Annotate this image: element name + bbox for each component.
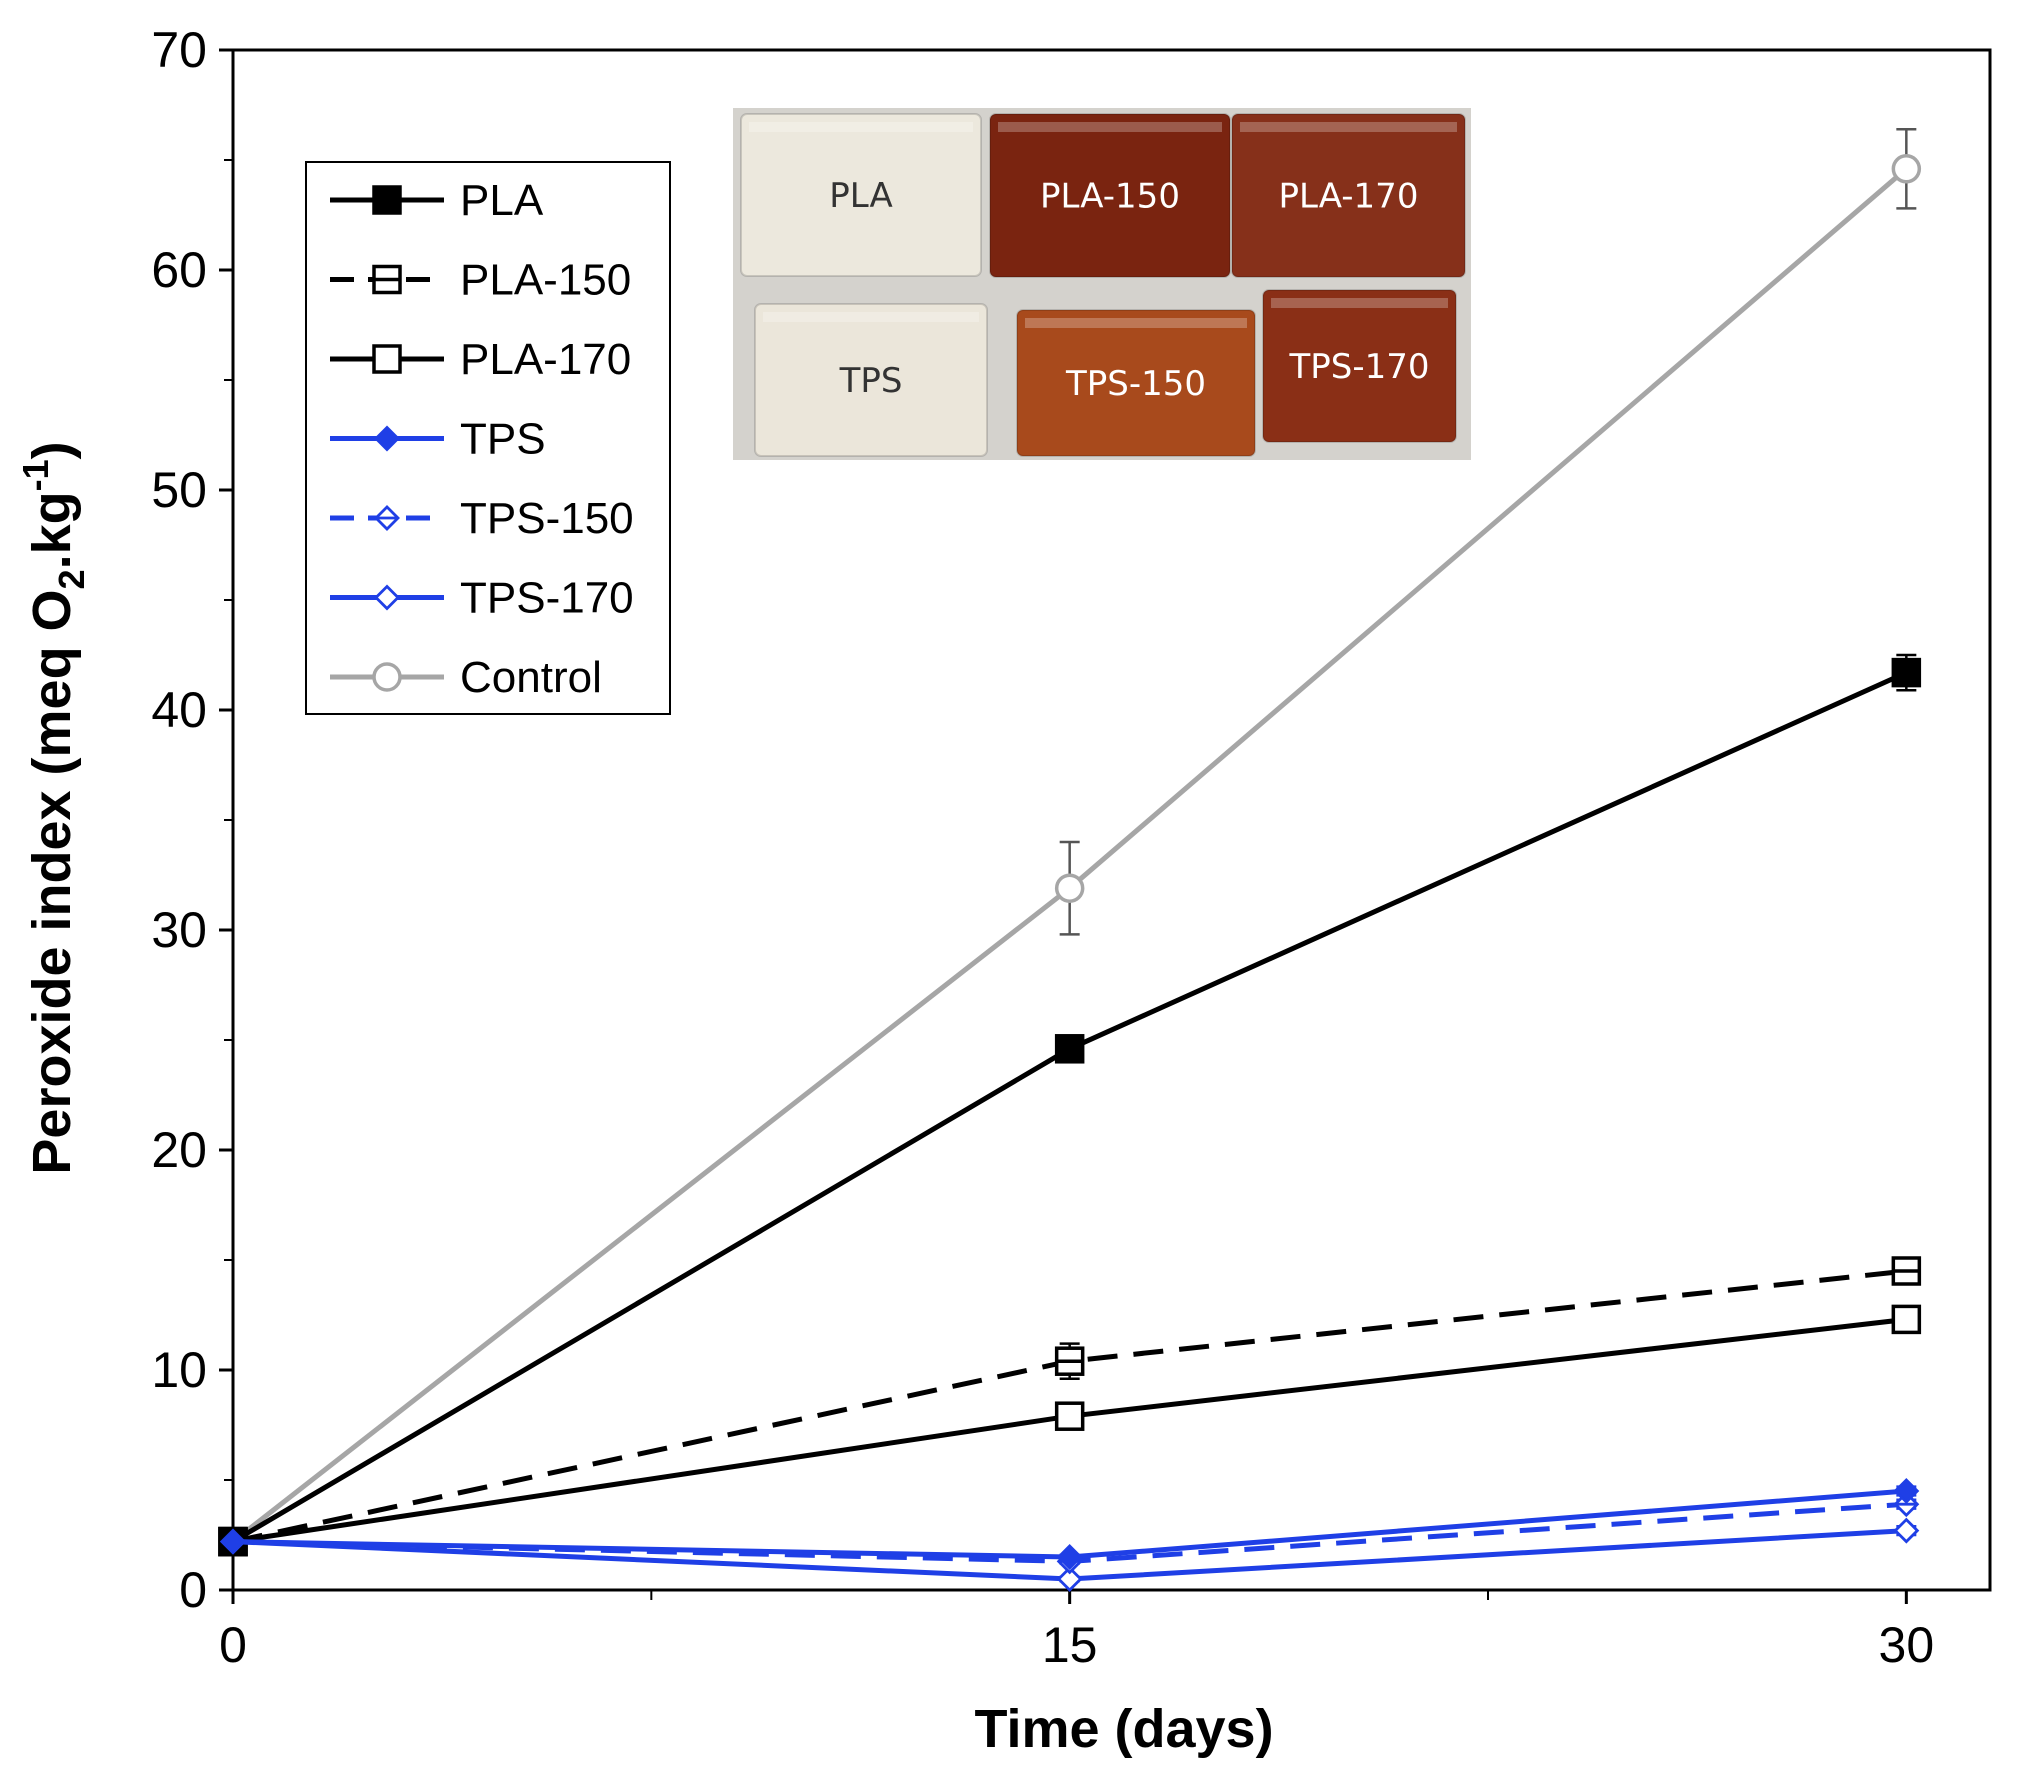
legend-marker — [374, 425, 400, 452]
data-point-tps — [1893, 1478, 1920, 1504]
photo-label: TPS-170 — [1288, 347, 1429, 387]
legend-entry-tps-150: TPS-150 — [330, 494, 634, 543]
y-tick-label: 20 — [151, 1122, 207, 1178]
legend-label: PLA-170 — [460, 335, 631, 384]
data-point-pla-170 — [1054, 1401, 1085, 1431]
photo-label: PLA — [829, 176, 892, 216]
legend-label: TPS-170 — [460, 574, 634, 623]
x-tick-label: 15 — [1042, 1617, 1098, 1673]
data-point-tps — [1056, 1544, 1083, 1570]
data-point-tps — [220, 1528, 246, 1555]
legend-marker — [372, 662, 402, 692]
data-point-control — [1054, 873, 1085, 903]
photo-label: PLA-170 — [1279, 177, 1419, 217]
data-point-control — [1891, 154, 1922, 184]
data-point-pla — [1054, 1034, 1085, 1064]
legend: PLA PLA-150 PLA-170 TPS TPS-150 TPS-170 Contro… — [305, 161, 671, 715]
data-point-tps-170 — [1056, 1566, 1083, 1592]
legend-label: Control — [460, 653, 602, 702]
legend-entry-tps: TPS — [330, 415, 546, 464]
pouch-seal — [1240, 122, 1457, 132]
legend-marker — [372, 185, 402, 215]
y-tick-label: 70 — [151, 22, 207, 78]
y-tick-label: 0 — [179, 1562, 207, 1618]
legend-entry-pla: PLA — [330, 176, 544, 225]
sample-pouch — [989, 113, 1231, 278]
legend-marker — [374, 584, 400, 611]
y-axis-title-main: Peroxide index (meq O — [22, 589, 82, 1174]
y-axis-title-end: ) — [22, 441, 82, 459]
legend-label: PLA — [460, 176, 544, 225]
y-axis-title-sup: -1 — [15, 459, 56, 491]
data-point-tps-170 — [1893, 1517, 1920, 1544]
y-axis-title-mid: .kg — [22, 491, 82, 569]
legend-label: PLA-150 — [460, 256, 631, 305]
x-tick-label: 30 — [1879, 1617, 1935, 1673]
sample-pouch — [1231, 113, 1466, 278]
y-axis-title: Peroxide index (meq O2.kg-1) — [15, 441, 92, 1174]
photo-label: TPS — [839, 361, 903, 401]
data-point-pla — [1891, 657, 1922, 688]
y-axis-title-sub: 2 — [51, 569, 92, 589]
sample-pouch — [754, 303, 988, 457]
sample-pouch — [1016, 309, 1256, 457]
legend-label: TPS-150 — [460, 494, 634, 543]
pouch-seal — [749, 122, 973, 132]
legend-entry-pla-170: PLA-170 — [330, 335, 631, 384]
sample-pouch — [740, 113, 982, 277]
series-tps — [220, 1478, 1920, 1570]
pouch-seal — [1271, 298, 1448, 308]
y-tick-label: 50 — [151, 462, 207, 518]
y-tick-label: 60 — [151, 242, 207, 298]
x-tick-label: 0 — [219, 1617, 247, 1673]
pouch-seal — [998, 122, 1222, 132]
legend-entry-control: Control — [330, 653, 602, 702]
y-tick-label: 30 — [151, 902, 207, 958]
data-point-pla-170 — [1891, 1304, 1922, 1335]
photo-label: PLA-150 — [1040, 177, 1180, 217]
photo-label: TPS-150 — [1065, 364, 1206, 404]
legend-entry-pla-150: PLA-150 — [330, 256, 631, 305]
x-axis-title: Time (days) — [974, 1699, 1273, 1759]
y-tick-label: 10 — [151, 1342, 207, 1398]
legend-label: TPS — [460, 415, 546, 464]
pouch-seal — [1025, 318, 1247, 328]
y-tick-label: 40 — [151, 682, 207, 738]
pouch-seal — [763, 312, 979, 322]
inset-photo: PLA PLA-150 PLA-170 TPS TPS-150 TPS-170 — [733, 108, 1471, 460]
legend-marker — [372, 344, 402, 374]
legend-entry-tps-170: TPS-170 — [330, 574, 634, 623]
sample-pouch — [1262, 289, 1457, 443]
